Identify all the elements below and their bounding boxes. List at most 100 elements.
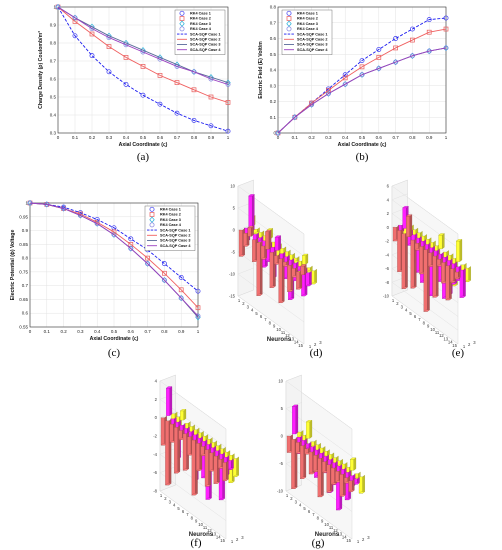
neuron-tick-label: 12 [333,528,338,533]
data-point [376,65,382,71]
bar-top [344,498,352,501]
neuron-tick-label: 11 [281,330,286,335]
bar-top [165,386,173,389]
y-axis-label: Electric Potential (ϕ) Voltage [10,230,16,301]
legend-swatch [179,10,185,16]
x-tick-label: 0.6 [157,135,164,140]
z-tick-label: -10 [229,272,236,277]
bar-top [358,491,366,494]
bar-side [183,409,187,421]
plot-frame [57,6,229,134]
y-tick-label: 0.3 [50,131,57,136]
y-tick-label: 0.65 [19,297,28,302]
grid-line-z [391,289,408,297]
row-tick-label: 2 [468,342,471,347]
legend-swatch [179,20,185,27]
data-point [342,72,348,78]
neuron-tick-label: 11 [329,525,334,530]
row-tick-label: 3 [319,340,322,345]
neuron-tick-label: 1 [160,493,163,498]
x-axis-label: Neurons [315,532,340,538]
legend-entry: RK4 Case 4 [297,27,319,31]
neuron-tick-label: 3 [169,499,172,504]
grid-line-z [237,185,305,235]
bar [353,476,360,485]
row-tick-label: 1 [231,539,234,544]
z-tick-label: 6 [387,184,390,189]
bar [339,472,346,497]
x-tick-label: 0 [29,329,32,334]
z-tick-label: 0 [281,434,284,439]
caption: (c) [108,347,121,359]
bar-top [335,508,343,511]
data-point [178,274,184,280]
data-point [111,232,117,238]
data-point [191,87,197,93]
data-point [161,277,167,283]
z-tick-label: -5 [231,250,235,255]
bar-top [405,214,413,217]
x-tick-label: 0.4 [342,135,349,140]
z-tick-label: 0 [155,415,158,420]
bar-front [166,388,170,416]
row-tick-label: 3 [367,535,370,540]
legend-entry: SCA-SQP Case 2 [190,38,221,42]
y-tick-label: 0.75 [19,269,28,274]
legend-entry: RK4 Case 2 [160,213,181,217]
legend-swatch [149,212,155,217]
bar-side [309,270,312,287]
data-point [157,73,163,78]
bar-side [217,454,220,484]
bar [265,229,272,250]
bar-front [438,234,443,249]
y-tick-label: 0.9 [50,23,57,28]
bar-front [300,445,304,479]
legend-box [281,9,333,55]
neuron-tick-label: 5 [177,506,180,511]
bar-top [438,233,445,236]
bar [455,239,463,262]
data-point [178,295,184,301]
caption: (a) [137,151,150,163]
bar-front [300,265,305,275]
data-point [60,205,67,212]
x-tick-label: 0 [57,135,60,140]
bar-top [445,298,452,301]
bar-front [286,435,291,453]
data-point [376,47,382,52]
y-tick-label: 0.2 [270,99,277,104]
bar-top [450,282,458,285]
bar [213,454,220,484]
bar-front [450,268,454,283]
bar-front [180,410,184,421]
bar-top [243,244,250,247]
y-tick-label: 0.4 [50,113,57,118]
grid-line-z [237,289,254,297]
neuron-tick-label: 7 [186,512,189,517]
bar [282,260,290,267]
bar [291,404,299,435]
z-tick-label: -2 [385,239,389,244]
legend-swatch [179,26,185,32]
bar-top [449,280,457,283]
grid-line-z [391,179,408,187]
y-tick-label: 0.7 [22,283,29,288]
bar-top [287,297,295,300]
legend-box [174,9,226,55]
bar-front [432,255,437,298]
plot-frame [277,6,447,134]
bar [232,456,240,478]
series-line [29,202,199,317]
bar-front [339,474,344,497]
bar-top [349,457,357,460]
bar-side [251,225,254,237]
data-point [55,3,61,11]
z-tick-label: -8 [153,489,157,494]
data-point [359,58,365,64]
y-tick-label: 0.85 [19,242,28,247]
bar-front [326,464,331,493]
bar-front [187,436,192,456]
legend-entry: RK4 Case 3 [160,218,181,222]
bar-top [287,289,294,292]
neuron-tick-label: 12 [285,333,290,338]
